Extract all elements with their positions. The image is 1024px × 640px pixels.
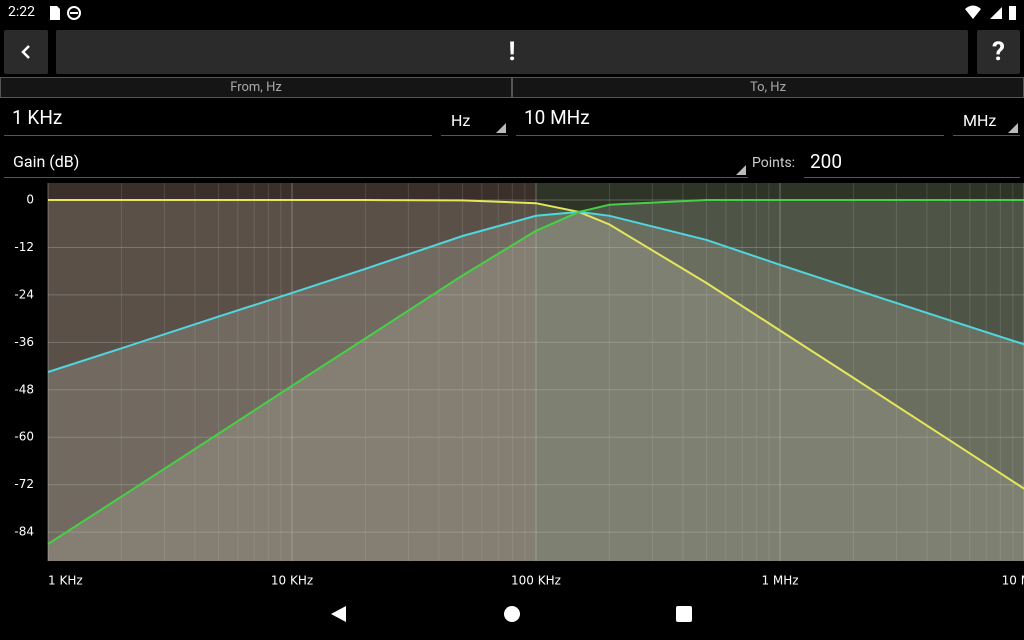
- plot-left-strip: [0, 183, 48, 561]
- series-area: [48, 200, 1024, 561]
- from-unit: Hz: [451, 111, 471, 130]
- from-unit-select[interactable]: Hz: [441, 108, 508, 136]
- points-label: Points:: [752, 155, 796, 171]
- y-tick-label: -12: [14, 240, 34, 254]
- nav-bar: [331, 606, 692, 622]
- to-unit: MHz: [963, 111, 997, 130]
- clock: 2:22: [8, 4, 35, 20]
- back-button[interactable]: [4, 30, 48, 74]
- y-tick-label: 0: [26, 193, 34, 207]
- nav-recent[interactable]: [676, 606, 692, 622]
- x-tick-label: 1 MHz: [761, 574, 798, 588]
- series-area: [48, 200, 1024, 561]
- nav-home[interactable]: [504, 606, 520, 622]
- y-tick-label: -84: [14, 525, 34, 539]
- y-tick-label: -60: [14, 430, 34, 444]
- series-line: [47, 199, 1024, 545]
- y-tick-label: -72: [14, 477, 34, 491]
- x-tick-label: 10 KHz: [271, 574, 313, 588]
- y-tick-label: -36: [14, 335, 34, 349]
- from-input[interactable]: 1 KHz: [4, 106, 432, 136]
- from-header: From, Hz: [0, 77, 512, 98]
- x-tick-label: 100 KHz: [511, 574, 561, 588]
- quantity-select[interactable]: Gain (dB): [4, 150, 748, 178]
- series-line: [48, 199, 1024, 490]
- to-unit-select[interactable]: MHz: [953, 108, 1020, 136]
- to-header: To, Hz: [512, 77, 1024, 98]
- to-input[interactable]: 10 MHz: [516, 106, 944, 136]
- status-bar: 2:22: [0, 0, 1024, 26]
- y-tick-label: -48: [14, 382, 34, 396]
- nav-back[interactable]: [331, 606, 346, 622]
- series-area: [48, 211, 1024, 561]
- system-icons: [965, 5, 1016, 20]
- y-tick-label: -24: [14, 287, 34, 301]
- series-line: [47, 210, 1024, 373]
- quantity: Gain (dB): [13, 152, 80, 171]
- title-button[interactable]: !: [56, 30, 968, 74]
- x-tick-label: 10 MHz: [1002, 574, 1024, 588]
- points-input[interactable]: 200: [804, 150, 1020, 178]
- x-tick-label: 1 KHz: [48, 574, 83, 588]
- status-icons: [50, 6, 81, 20]
- back-icon: [21, 45, 30, 59]
- chart: 1 KHz 10 KHz 100 KHz 1 MHz 10 MHz 0 -12 -24 -36 -…: [0, 183, 1024, 588]
- help-button[interactable]: ?: [977, 30, 1020, 74]
